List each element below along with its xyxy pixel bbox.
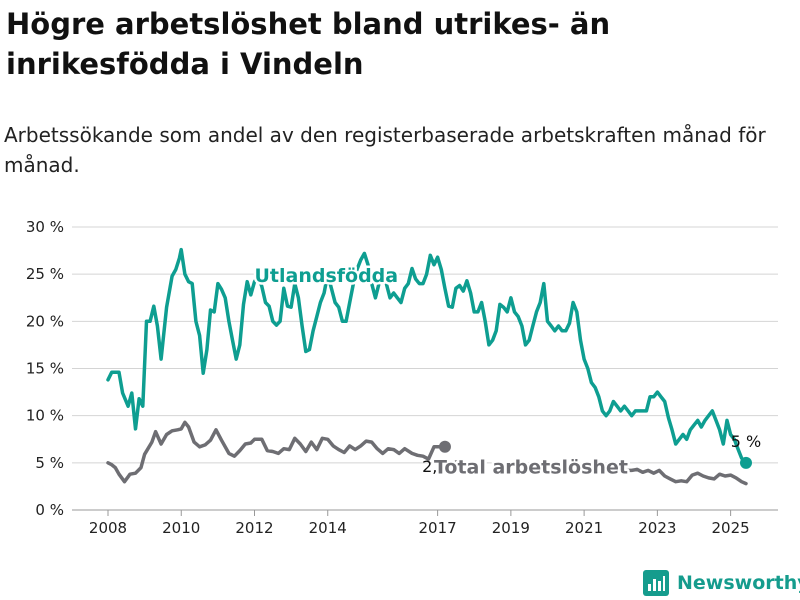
y-tick-label: 20 % [26,312,64,330]
end-point-marker [740,456,752,469]
series-line [106,247,748,465]
y-tick-label: 10 % [26,407,64,425]
x-tick-label: 2014 [309,519,347,537]
x-tick-label: 2025 [712,519,750,537]
y-tick-label: 25 % [26,265,64,283]
x-tick-label: 2021 [565,519,603,537]
series-label: Total arbetslöshet [434,457,628,479]
end-value-label: 2,8 % [422,457,468,476]
series-label-halo: Utlandsfödda [254,265,398,287]
x-tick-label: 2012 [235,519,273,537]
bar-chart-logo-icon [643,570,669,596]
page-subtitle: Arbetssökande som andel av den registerb… [4,123,766,177]
page-title: Högre arbetslöshet bland utrikes- än inr… [6,7,611,81]
x-axis: 2008 2010 2012 2014 2017 2019 2021 2023 2025 [89,510,750,537]
y-tick-label: 30 % [26,218,64,236]
end-point-marker [438,440,451,453]
y-axis: 0 % 5 % 10 % 15 % 20 % 25 % 30 % [26,218,64,519]
x-tick-label: 2017 [419,519,457,537]
y-tick-label: 0 % [35,501,64,519]
series-label: Utlandsfödda [254,265,398,287]
x-tick-label: 2023 [638,519,676,537]
brand-name: Newsworthy [677,572,800,594]
series-lines [106,247,752,486]
series-line [106,420,447,484]
end-value-label: 5 % [731,432,761,451]
series-label-halo: Total arbetslöshet [434,457,628,479]
y-tick-label: 5 % [35,454,64,472]
series-line [617,467,748,486]
x-tick-label: 2008 [89,519,127,537]
x-tick-label: 2019 [492,519,530,537]
x-tick-label: 2010 [162,519,200,537]
y-tick-label: 15 % [26,360,64,378]
newsworthy-logo: Newsworthy [643,568,800,598]
